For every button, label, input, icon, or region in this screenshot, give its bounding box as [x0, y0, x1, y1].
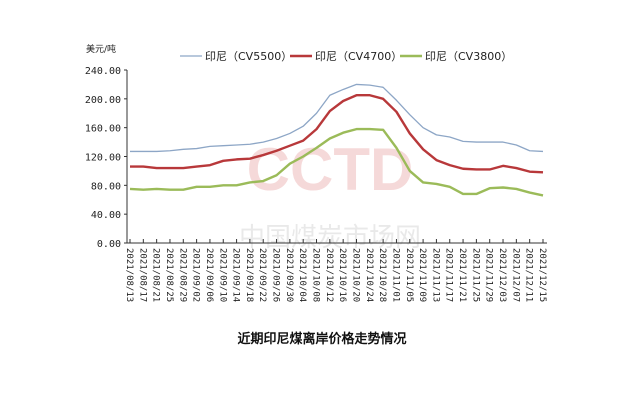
chart-title: 近期印尼煤离岸价格走势情况 — [237, 331, 406, 347]
y-tick-label: 0.00 — [97, 239, 121, 250]
legend-label: 印尼（CV4700） — [315, 50, 402, 63]
x-tick-label: 2021/08/25 — [164, 248, 174, 302]
x-tick-label: 2021/08/17 — [137, 248, 147, 302]
x-tick-label: 2021/09/06 — [204, 248, 214, 302]
x-tick-label: 2021/09/30 — [284, 248, 294, 302]
x-tick-label: 2021/12/07 — [510, 248, 520, 302]
y-tick-label: 40.00 — [91, 210, 121, 221]
legend-label: 印尼（CV3800） — [425, 50, 512, 63]
x-tick-label: 2021/11/21 — [457, 248, 467, 302]
x-tick-label: 2021/12/03 — [497, 248, 507, 302]
y-tick-label: 160.00 — [85, 124, 121, 135]
series-line-1 — [130, 83, 544, 153]
x-tick-label: 2021/11/29 — [484, 248, 494, 302]
x-tick-label: 2021/11/05 — [404, 248, 414, 302]
y-axis-unit-label: 美元/吨 — [86, 43, 116, 55]
x-tick-label: 2021/09/10 — [217, 248, 227, 302]
x-tick-label: 2021/11/01 — [390, 248, 400, 302]
x-tick-label: 2021/10/28 — [377, 248, 387, 302]
legend-label: 印尼（CV5500） — [205, 50, 292, 63]
series-line-2 — [130, 94, 544, 174]
y-tick-label: 120.00 — [85, 153, 121, 164]
x-tick-label: 2021/12/15 — [537, 248, 547, 302]
x-tick-label: 2021/12/11 — [524, 248, 534, 302]
y-tick-label: 80.00 — [91, 181, 121, 192]
x-tick-label: 2021/08/21 — [151, 248, 161, 302]
x-tick-label: 2021/10/24 — [364, 248, 374, 302]
x-tick-label: 2021/09/14 — [231, 248, 241, 302]
x-tick-label: 2021/09/26 — [271, 248, 281, 302]
x-tick-label: 2021/09/02 — [191, 248, 201, 302]
x-tick-label: 2021/11/09 — [417, 248, 427, 302]
y-tick-label: 200.00 — [85, 95, 121, 106]
cctd-watermark: CCTD 中国煤炭市场网 — [239, 136, 421, 253]
series-line-3 — [129, 127, 544, 197]
x-tick-label: 2021/10/08 — [311, 248, 321, 302]
x-tick-label: 2021/10/12 — [324, 248, 334, 302]
x-tick-label: 2021/08/29 — [177, 248, 187, 302]
x-tick-label: 2021/11/13 — [430, 248, 440, 302]
x-tick-label: 2021/09/18 — [244, 248, 254, 302]
x-tick-label: 2021/08/13 — [124, 248, 134, 302]
y-tick-label: 240.00 — [85, 66, 121, 77]
x-tick-label: 2021/09/22 — [257, 248, 267, 302]
svg-text:中国煤炭市场网: 中国煤炭市场网 — [239, 223, 421, 253]
x-tick-label: 2021/11/25 — [470, 248, 480, 302]
svg-text:CCTD: CCTD — [247, 136, 414, 203]
x-tick-label: 2021/11/17 — [444, 248, 454, 302]
x-tick-label: 2021/10/04 — [297, 248, 307, 302]
legend: 印尼（CV5500） 印尼（CV4700） 印尼（CV3800） — [180, 50, 512, 63]
x-tick-label: 2021/10/20 — [350, 248, 360, 302]
x-tick-label: 2021/10/16 — [337, 248, 347, 302]
